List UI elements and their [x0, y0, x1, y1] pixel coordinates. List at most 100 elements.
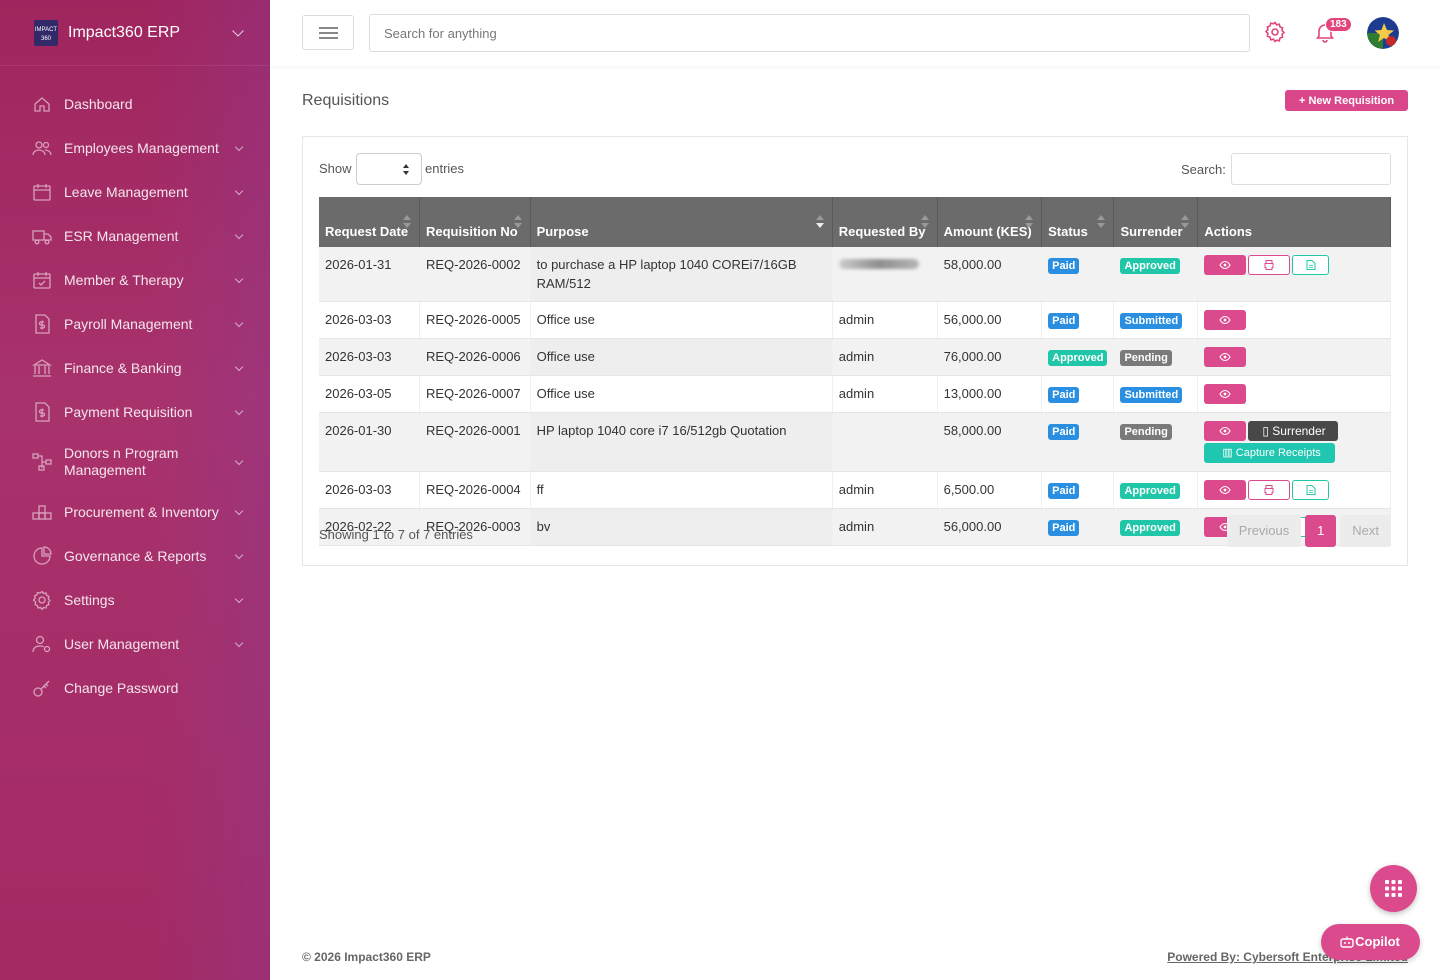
requisitions-table: Request Date Requisition No Purpose Request…: [319, 197, 1391, 546]
view-button[interactable]: [1204, 480, 1247, 500]
amount: 13,000.00: [943, 386, 1002, 401]
status-badge: Paid: [1048, 424, 1080, 440]
cell-purpose: to purchase a HP laptop 1040 COREi7/16GB…: [530, 247, 833, 302]
dollar-file-icon: [35, 402, 50, 422]
surrender-badge: Pending: [1120, 350, 1172, 366]
table-row: 2026-03-05 REQ-2026-0007 Office use admin 13…: [319, 375, 1391, 413]
cell-status: Paid: [1041, 412, 1115, 472]
table-row: 2026-01-31 REQ-2026-0002 to purchase a HP …: [319, 247, 1391, 302]
cell-purpose: Office use: [530, 375, 833, 413]
sidebar-item-user-management[interactable]: User Management: [0, 622, 270, 666]
requisition-no: REQ-2026-0005: [425, 312, 521, 327]
sidebar-item-governance-reports[interactable]: Governance & Reports: [0, 534, 270, 578]
view-button[interactable]: [1204, 384, 1247, 404]
capture-receipts-button[interactable]: ▥ Capture Receipts: [1204, 443, 1335, 463]
column-header-requisition-no[interactable]: Requisition No: [419, 197, 531, 247]
cell-amount: 6,500.00: [937, 471, 1043, 509]
top-header: 183: [270, 0, 1440, 66]
brand[interactable]: IMPACT 360 Impact360 ERP: [0, 0, 270, 66]
surrender-badge: Submitted: [1120, 387, 1183, 403]
sidebar-item-label: Payment Requisition: [64, 403, 193, 420]
cell-purpose: Office use: [530, 301, 833, 339]
receipt-icon: ▥: [1222, 447, 1236, 459]
sidebar-item-donors-n-program-management[interactable]: Donors n Program Management: [0, 434, 270, 490]
print-button[interactable]: [1248, 480, 1291, 500]
column-header-label: Actions: [1204, 224, 1253, 239]
sort-icon: [920, 215, 929, 231]
copilot-label: Copilot: [1355, 934, 1400, 949]
chevron-down-icon[interactable]: [232, 24, 244, 37]
document-button[interactable]: [1292, 480, 1330, 500]
sidebar-item-label: Dashboard: [64, 95, 133, 112]
table-row: 2026-03-03 REQ-2026-0006 Office use admin 76…: [319, 338, 1391, 376]
column-header-request-date[interactable]: Request Date: [319, 197, 420, 247]
cell-purpose: bv: [530, 508, 833, 546]
sort-icon: [1181, 215, 1190, 231]
sidebar-item-finance-banking[interactable]: Finance & Banking: [0, 346, 270, 390]
cell-no: REQ-2026-0004: [419, 471, 531, 509]
sidebar-item-dashboard[interactable]: Dashboard: [0, 82, 270, 126]
sidebar-item-procurement-inventory[interactable]: Procurement & Inventory: [0, 490, 270, 534]
pagination-page[interactable]: 1: [1305, 515, 1337, 547]
pagination-next[interactable]: Next: [1340, 515, 1391, 547]
cell-requested-by: admin: [832, 471, 938, 509]
amount: 76,000.00: [943, 349, 1002, 364]
chevron-down-icon: [234, 406, 244, 415]
table-row: 2026-03-03 REQ-2026-0005 Office use admin 56…: [319, 301, 1391, 339]
sidebar-item-label: Change Password: [64, 679, 179, 696]
menu-toggle-button[interactable]: [302, 15, 354, 50]
sidebar-item-label: Payroll Management: [64, 315, 193, 332]
column-header-amount-kes[interactable]: Amount (KES): [937, 197, 1043, 247]
cell-surrender: Submitted: [1113, 301, 1199, 339]
global-search-input[interactable]: [369, 14, 1250, 52]
sidebar-item-employees-management[interactable]: Employees Management: [0, 126, 270, 170]
purpose: to purchase a HP laptop 1040 COREi7/16GB…: [536, 257, 797, 291]
view-button[interactable]: [1204, 347, 1247, 367]
sidebar-item-payment-requisition[interactable]: Payment Requisition: [0, 390, 270, 434]
pagination-previous[interactable]: Previous: [1226, 515, 1302, 547]
chevron-down-icon: [234, 594, 244, 603]
column-header-purpose[interactable]: Purpose: [530, 197, 833, 247]
print-button[interactable]: [1248, 255, 1291, 275]
new-requisition-button[interactable]: + New Requisition: [1285, 90, 1409, 111]
table-search-input[interactable]: [1231, 153, 1391, 185]
sidebar-item-payroll-management[interactable]: Payroll Management: [0, 302, 270, 346]
calendar-icon: [33, 184, 51, 201]
cell-requested-by: admin: [832, 338, 938, 376]
view-button[interactable]: [1204, 310, 1247, 330]
sidebar: IMPACT 360 Impact360 ERP Dashboard Employ…: [0, 0, 270, 980]
sidebar-item-label: Leave Management: [64, 183, 188, 200]
sidebar-item-member-therapy[interactable]: Member & Therapy: [0, 258, 270, 302]
surrender-button[interactable]: ▯ Surrender: [1248, 421, 1338, 441]
amount: 56,000.00: [943, 312, 1002, 327]
surrender-badge: Approved: [1120, 258, 1180, 274]
cell-date: 2026-03-03: [319, 301, 420, 339]
cell-date: 2026-02-22: [319, 508, 420, 546]
view-button[interactable]: [1204, 255, 1247, 275]
sidebar-item-change-password[interactable]: Change Password: [0, 666, 270, 710]
cell-status: Paid: [1041, 375, 1115, 413]
avatar[interactable]: [1367, 17, 1399, 49]
column-header-actions[interactable]: Actions: [1197, 197, 1391, 247]
entries-select[interactable]: [356, 153, 422, 185]
apps-grid-button[interactable]: [1370, 865, 1417, 912]
gear-icon[interactable]: [1263, 20, 1287, 44]
column-header-status[interactable]: Status: [1041, 197, 1115, 247]
copilot-button[interactable]: Copilot: [1321, 924, 1420, 960]
cell-requested-by: admin: [832, 508, 938, 546]
column-header-surrender[interactable]: Surrender: [1113, 197, 1199, 247]
cell-amount: 13,000.00: [937, 375, 1043, 413]
cell-amount: 76,000.00: [937, 338, 1043, 376]
column-header-requested-by[interactable]: Requested By: [832, 197, 938, 247]
cell-surrender: Approved: [1113, 508, 1199, 546]
chevron-down-icon: [234, 638, 244, 647]
column-header-label: Requisition No: [425, 224, 518, 239]
cell-no: REQ-2026-0007: [419, 375, 531, 413]
sidebar-item-esr-management[interactable]: ESR Management: [0, 214, 270, 258]
column-header-label: Surrender: [1120, 224, 1183, 239]
view-button[interactable]: [1204, 421, 1247, 441]
cell-amount: 58,000.00: [937, 412, 1043, 472]
sidebar-item-leave-management[interactable]: Leave Management: [0, 170, 270, 214]
sidebar-item-settings[interactable]: Settings: [0, 578, 270, 622]
document-button[interactable]: [1292, 255, 1330, 275]
